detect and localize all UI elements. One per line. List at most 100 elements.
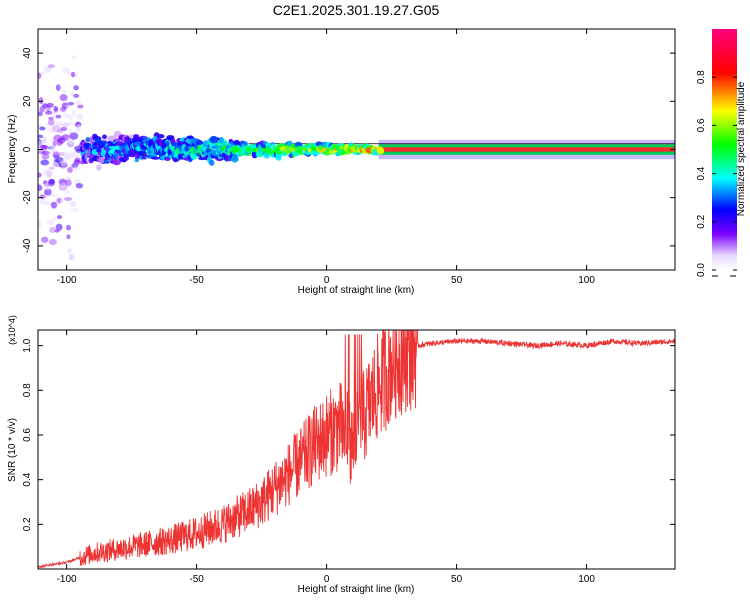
chart-title: C2E1.2025.301.19.27.G05 bbox=[272, 2, 440, 18]
x-tick-label: 0 bbox=[324, 275, 330, 286]
spectrogram-blob bbox=[65, 179, 72, 187]
spectrogram-blob bbox=[43, 66, 52, 74]
spectrogram-blob bbox=[134, 155, 140, 160]
spectrogram-blob bbox=[55, 223, 63, 231]
spectrogram-blob bbox=[49, 193, 58, 198]
spectrogram-blob bbox=[65, 104, 73, 108]
y-tick-label: 0.6 bbox=[22, 428, 33, 442]
colorbar-tick-label: 0.0 bbox=[696, 263, 707, 277]
y-tick-label: 0.8 bbox=[22, 383, 33, 397]
spectrogram-blob bbox=[102, 134, 107, 139]
spectrogram-blob bbox=[74, 100, 84, 106]
spectrogram-blob bbox=[219, 136, 224, 144]
spectrogram-blob bbox=[66, 224, 71, 231]
spectrogram-blob bbox=[73, 85, 79, 91]
spectrogram-blob bbox=[41, 144, 49, 150]
spectrogram-blob bbox=[48, 178, 55, 187]
spectrogram-blob bbox=[72, 166, 82, 171]
spectrogram-blob bbox=[43, 169, 52, 176]
spectrogram-blob bbox=[38, 172, 42, 178]
spectrogram-blob bbox=[85, 137, 91, 143]
spectrogram-blob bbox=[231, 155, 239, 163]
spectrogram-blob bbox=[56, 215, 63, 220]
spectrogram-ylabel: Frequency (Hz) bbox=[7, 115, 18, 184]
spectrogram-blob bbox=[48, 238, 57, 246]
spectrogram-blob bbox=[61, 67, 71, 74]
colorbar-tick-label: 0.6 bbox=[696, 118, 707, 132]
spectrogram-blob bbox=[39, 198, 47, 206]
spectrogram-blob bbox=[165, 140, 170, 147]
spectrogram-blob bbox=[66, 247, 72, 254]
x-tick-label: -100 bbox=[57, 574, 77, 585]
spectrogram-marks bbox=[38, 55, 675, 261]
spectrogram-blob bbox=[40, 71, 45, 76]
x-tick-label: 0 bbox=[324, 574, 330, 585]
spectrogram-blob bbox=[56, 198, 61, 203]
spectrogram-blob bbox=[48, 116, 54, 121]
colorbar-tick-label: 0.8 bbox=[696, 70, 707, 84]
spectrogram-blob bbox=[104, 160, 110, 164]
spectrogram-blob bbox=[71, 55, 77, 60]
x-tick-label: -50 bbox=[189, 275, 204, 286]
spectrogram-blob bbox=[55, 120, 64, 127]
spectrogram-blob bbox=[41, 153, 50, 160]
spectrogram-blob bbox=[132, 134, 140, 139]
x-tick-label: 50 bbox=[451, 275, 463, 286]
spectrogram-xlabel: Height of straight line (km) bbox=[298, 285, 415, 296]
spectrogram-blob bbox=[38, 97, 44, 105]
snr-panel: -100 -50 0 50 100 0.2 0.4 0.6 0.8 1.0 Height of s… bbox=[7, 315, 676, 595]
spectrogram-blob bbox=[44, 188, 52, 196]
spectrogram-blob bbox=[53, 105, 59, 112]
spectrogram-blob bbox=[48, 119, 55, 126]
spectrogram-blob bbox=[70, 71, 76, 78]
spectrogram-blob bbox=[169, 139, 176, 143]
spectrogram-panel: -100 -50 0 50 100 -40 -20 0 20 40 Height of strai… bbox=[7, 28, 676, 296]
spectrogram-blob bbox=[68, 114, 74, 121]
x-tick-label: 100 bbox=[578, 275, 595, 286]
y-tick-label: 20 bbox=[22, 95, 33, 107]
spectrogram-blob bbox=[67, 101, 75, 106]
spectrogram-blob bbox=[70, 200, 76, 208]
spectrogram-blob bbox=[173, 157, 178, 163]
spectrogram-blob bbox=[156, 133, 165, 139]
colorbar-label: Normalized spectral amplitude bbox=[736, 81, 747, 216]
y-tick-label: 0.2 bbox=[22, 517, 33, 531]
spectrogram-blob bbox=[44, 110, 53, 115]
y-tick-label: -20 bbox=[22, 190, 33, 205]
colorbar-ticks: 0.0 0.2 0.4 0.6 0.8 bbox=[696, 70, 737, 277]
spectrogram-blob bbox=[70, 207, 79, 212]
spectrogram-blob bbox=[71, 108, 77, 117]
spectrogram-blob bbox=[257, 152, 263, 157]
spectrogram-blob bbox=[38, 220, 42, 228]
spectrogram-blob bbox=[66, 234, 71, 240]
spectrogram-blob bbox=[69, 132, 79, 140]
spectrogram-blob bbox=[76, 113, 83, 121]
spectrogram-blob bbox=[243, 141, 248, 146]
spectrogram-blob bbox=[59, 94, 68, 102]
spectrogram-blob bbox=[55, 84, 61, 92]
spectrogram-blob bbox=[128, 134, 133, 139]
spectrogram-blob bbox=[52, 140, 57, 147]
spectrogram-blob bbox=[135, 141, 142, 146]
spectrogram-blob bbox=[67, 166, 73, 174]
snr-multiplier: (x10^4) bbox=[7, 315, 17, 345]
spectrogram-blob bbox=[96, 164, 102, 171]
spectrogram-blob bbox=[98, 156, 105, 164]
spectrogram-blob bbox=[68, 253, 75, 261]
snr-axes: -100 -50 0 50 100 0.2 0.4 0.6 0.8 1.0 bbox=[22, 330, 675, 585]
spectrogram-core bbox=[378, 147, 675, 152]
spectrogram-blob bbox=[151, 156, 161, 160]
y-tick-label: -40 bbox=[22, 238, 33, 253]
y-tick-label: 0.4 bbox=[22, 472, 33, 486]
spectrogram-blob bbox=[74, 157, 81, 163]
spectrogram-blob bbox=[50, 201, 58, 209]
spectrogram-blob bbox=[52, 217, 57, 222]
spectrogram-blob bbox=[76, 127, 81, 132]
spectrogram-blob bbox=[184, 145, 190, 152]
spectrogram-blob bbox=[376, 146, 383, 151]
snr-frame bbox=[37, 329, 676, 570]
spectrogram-blob bbox=[63, 190, 71, 195]
spectrogram-blob bbox=[42, 136, 47, 144]
spectrogram-axes: -100 -50 0 50 100 -40 -20 0 20 40 bbox=[22, 29, 675, 286]
